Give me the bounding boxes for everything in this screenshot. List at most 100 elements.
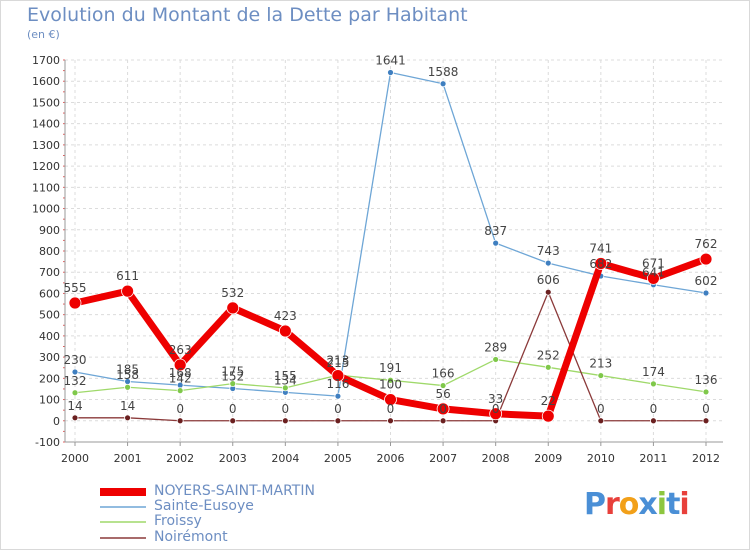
data-point-noir-mont [544, 288, 552, 296]
data-label-noyers-saint-martin: 263 [169, 343, 192, 357]
data-point-froissy [387, 376, 394, 384]
data-label-sainte-eusoye: 230 [64, 353, 87, 367]
data-point-noyers-saint-martin [173, 358, 187, 372]
data-point-noyers-saint-martin [489, 407, 503, 421]
data-label-sainte-eusoye: 1588 [428, 65, 459, 79]
data-label-froissy: 252 [537, 348, 560, 362]
x-tick-label: 2000 [61, 452, 89, 465]
data-label-noir-mont: 14 [67, 399, 82, 413]
y-tick-label: 0 [53, 415, 60, 428]
data-point-froissy [281, 384, 289, 392]
data-point-noyers-saint-martin [699, 252, 713, 266]
data-point-noir-mont [702, 417, 710, 425]
data-point-sainte-eusoye [71, 368, 79, 376]
data-label-sainte-eusoye: 168 [169, 366, 192, 380]
y-tick-label: 1700 [32, 54, 60, 67]
data-label-sainte-eusoye: 682 [589, 257, 612, 271]
data-point-froissy [229, 380, 237, 388]
data-label-noyers-saint-martin: 33 [488, 392, 503, 406]
x-tick-label: 2010 [587, 452, 615, 465]
data-label-sainte-eusoye: 1641 [375, 54, 406, 68]
data-label-noir-mont: 0 [282, 402, 290, 416]
legend-label-noyers-saint-martin: NOYERS-SAINT-MARTIN [154, 483, 315, 499]
data-point-noir-mont [124, 414, 131, 422]
y-tick-label: 1600 [32, 75, 60, 88]
data-label-noir-mont: 0 [597, 402, 605, 416]
logo-letter: i [656, 487, 667, 522]
data-label-froissy: 132 [64, 374, 87, 388]
data-label-noir-mont: 14 [120, 399, 135, 413]
x-tick-label: 2012 [692, 452, 720, 465]
y-tick-label: 200 [39, 372, 60, 385]
chart-title: Evolution du Montant de la Dette par Hab… [27, 4, 468, 26]
data-label-sainte-eusoye: 641 [642, 266, 665, 280]
data-point-froissy [176, 387, 184, 395]
logo-letter: x [638, 487, 657, 522]
data-label-sainte-eusoye: 134 [274, 373, 297, 387]
y-tick-label: 600 [39, 287, 60, 300]
y-tick-label: 900 [39, 224, 60, 237]
data-label-sainte-eusoye: 743 [537, 244, 560, 258]
y-tick-label: 1000 [32, 203, 60, 216]
proxiti-logo: Proxiti [584, 487, 690, 522]
data-label-froissy: 136 [695, 373, 718, 387]
data-label-sainte-eusoye: 602 [695, 274, 718, 288]
data-point-sainte-eusoye [544, 259, 552, 267]
data-point-froissy [439, 382, 447, 389]
data-point-noyers-saint-martin [278, 324, 292, 338]
data-point-noyers-saint-martin [384, 393, 397, 406]
x-tick-label: 2001 [114, 452, 142, 465]
data-label-noyers-saint-martin: 741 [589, 242, 612, 256]
data-label-noyers-saint-martin: 611 [116, 269, 139, 283]
data-label-noyers-saint-martin: 532 [221, 286, 244, 300]
logo-letter: r [605, 487, 620, 522]
logo-letter: P [584, 487, 606, 522]
data-point-sainte-eusoye [702, 289, 710, 297]
data-point-noir-mont [597, 417, 605, 425]
data-label-froissy: 174 [642, 365, 665, 379]
x-tick-label: 2005 [324, 452, 352, 465]
y-tick-label: 300 [39, 351, 60, 364]
data-point-froissy [702, 388, 710, 396]
data-label-froissy: 175 [221, 365, 244, 379]
data-labels: 230 185 168 152 134 116 1641 1588 837 743 682 641 60… [64, 54, 718, 416]
data-point-sainte-eusoye [334, 392, 342, 400]
data-point-noir-mont [229, 417, 237, 425]
data-label-noir-mont: 0 [387, 402, 395, 416]
legend-label-sainte-eusoye: Sainte-Eusoye [154, 498, 254, 514]
x-tick-label: 2011 [639, 452, 667, 465]
data-label-noyers-saint-martin: 555 [64, 281, 87, 295]
data-label-sainte-eusoye: 116 [326, 377, 349, 391]
logo-letter: o [618, 487, 640, 522]
series-group [68, 69, 713, 425]
data-label-froissy: 289 [484, 340, 507, 354]
logo-letter: t [666, 487, 680, 522]
y-tick-label: 800 [39, 245, 60, 258]
data-label-noyers-saint-martin: 423 [274, 309, 297, 323]
data-label-noir-mont: 0 [439, 402, 447, 416]
data-label-noyers-saint-martin: 762 [695, 237, 718, 251]
legend-label-noir-mont: Noirémont [154, 529, 228, 545]
data-point-noir-mont [71, 414, 79, 422]
data-point-noir-mont [281, 417, 289, 425]
y-tick-label: 1500 [32, 96, 60, 109]
data-label-noyers-saint-martin: 22 [541, 394, 556, 408]
data-label-noir-mont: 0 [334, 402, 342, 416]
data-point-noir-mont [176, 417, 184, 425]
data-label-noyers-saint-martin: 100 [379, 378, 402, 392]
data-label-froissy: 166 [432, 367, 455, 381]
x-tick-label: 2004 [271, 452, 299, 465]
data-label-noir-mont: 0 [176, 402, 184, 416]
data-point-sainte-eusoye [492, 239, 500, 247]
data-label-noyers-saint-martin: 671 [642, 256, 665, 270]
data-label-noyers-saint-martin: 213 [326, 354, 349, 368]
unit-label: (en €) [27, 28, 60, 41]
data-label-noir-mont: 0 [229, 402, 237, 416]
x-tick-label: 2009 [534, 452, 562, 465]
data-label-noir-mont: 0 [492, 402, 500, 416]
data-point-noir-mont [334, 417, 342, 425]
y-tick-label: 1300 [32, 139, 60, 152]
data-point-noyers-saint-martin [594, 257, 608, 270]
data-point-noyers-saint-martin [226, 301, 240, 315]
